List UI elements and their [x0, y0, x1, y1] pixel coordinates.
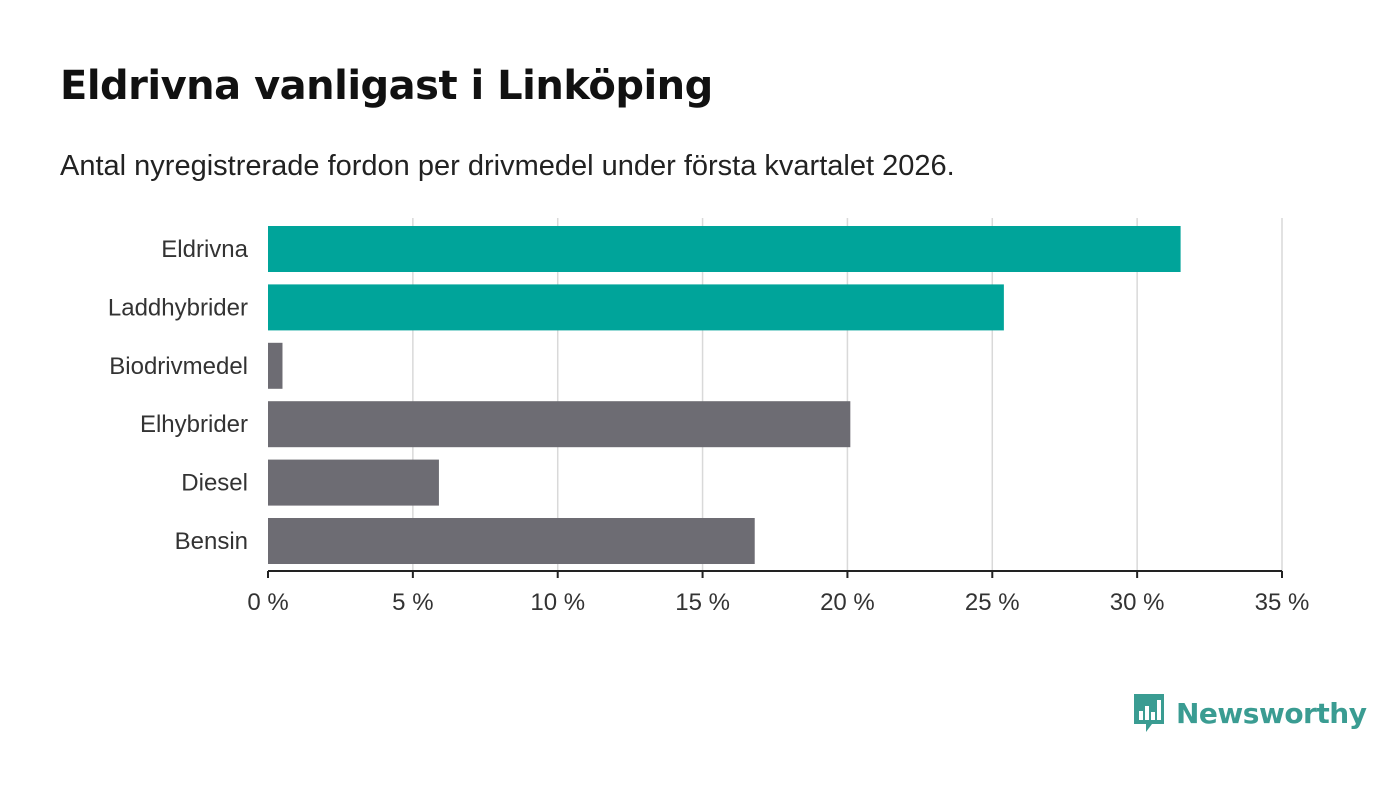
- chart-title: Eldrivna vanligast i Linköping: [60, 63, 713, 109]
- grid-lines: [412, 218, 1283, 571]
- category-label: Elhybrider: [140, 411, 248, 438]
- category-label: Laddhybrider: [108, 294, 248, 321]
- category-label: Eldrivna: [161, 236, 248, 263]
- bars: [268, 226, 1181, 564]
- bar: [268, 518, 755, 564]
- x-tick-label: 15 %: [675, 589, 730, 616]
- bar: [268, 401, 851, 448]
- category-labels: Eldrivna Laddhybrider Biodrivmedel Elhybrid…: [108, 236, 249, 555]
- x-tick-label: 30 %: [1110, 589, 1165, 616]
- brand-name: Newsworthy: [1176, 696, 1367, 730]
- category-label: Bensin: [175, 528, 248, 555]
- x-tick-label: 5 %: [392, 589, 433, 616]
- bar: [268, 284, 1004, 331]
- bar: [268, 459, 439, 506]
- category-label: Diesel: [181, 470, 248, 497]
- bar-chart: 0 % 5 % 10 % 15 % 20 % 25 % 30 % 35 % Eldrivna L…: [108, 218, 1310, 616]
- x-tick-label: 0 %: [247, 589, 288, 616]
- x-tick-label: 25 %: [965, 589, 1020, 616]
- x-tick-label: 35 %: [1255, 589, 1310, 616]
- chart-subtitle: Antal nyregistrerade fordon per drivmede…: [60, 150, 955, 182]
- x-axis: 0 % 5 % 10 % 15 % 20 % 25 % 30 % 35 %: [247, 570, 1310, 616]
- bar: [268, 342, 283, 389]
- category-label: Biodrivmedel: [109, 353, 248, 380]
- x-tick-label: 10 %: [530, 589, 585, 616]
- bar: [268, 226, 1181, 272]
- brand-logo: Newsworthy: [1132, 692, 1367, 734]
- x-tick-label: 20 %: [820, 589, 875, 616]
- bar-chart-speech-bubble-icon: [1134, 694, 1164, 732]
